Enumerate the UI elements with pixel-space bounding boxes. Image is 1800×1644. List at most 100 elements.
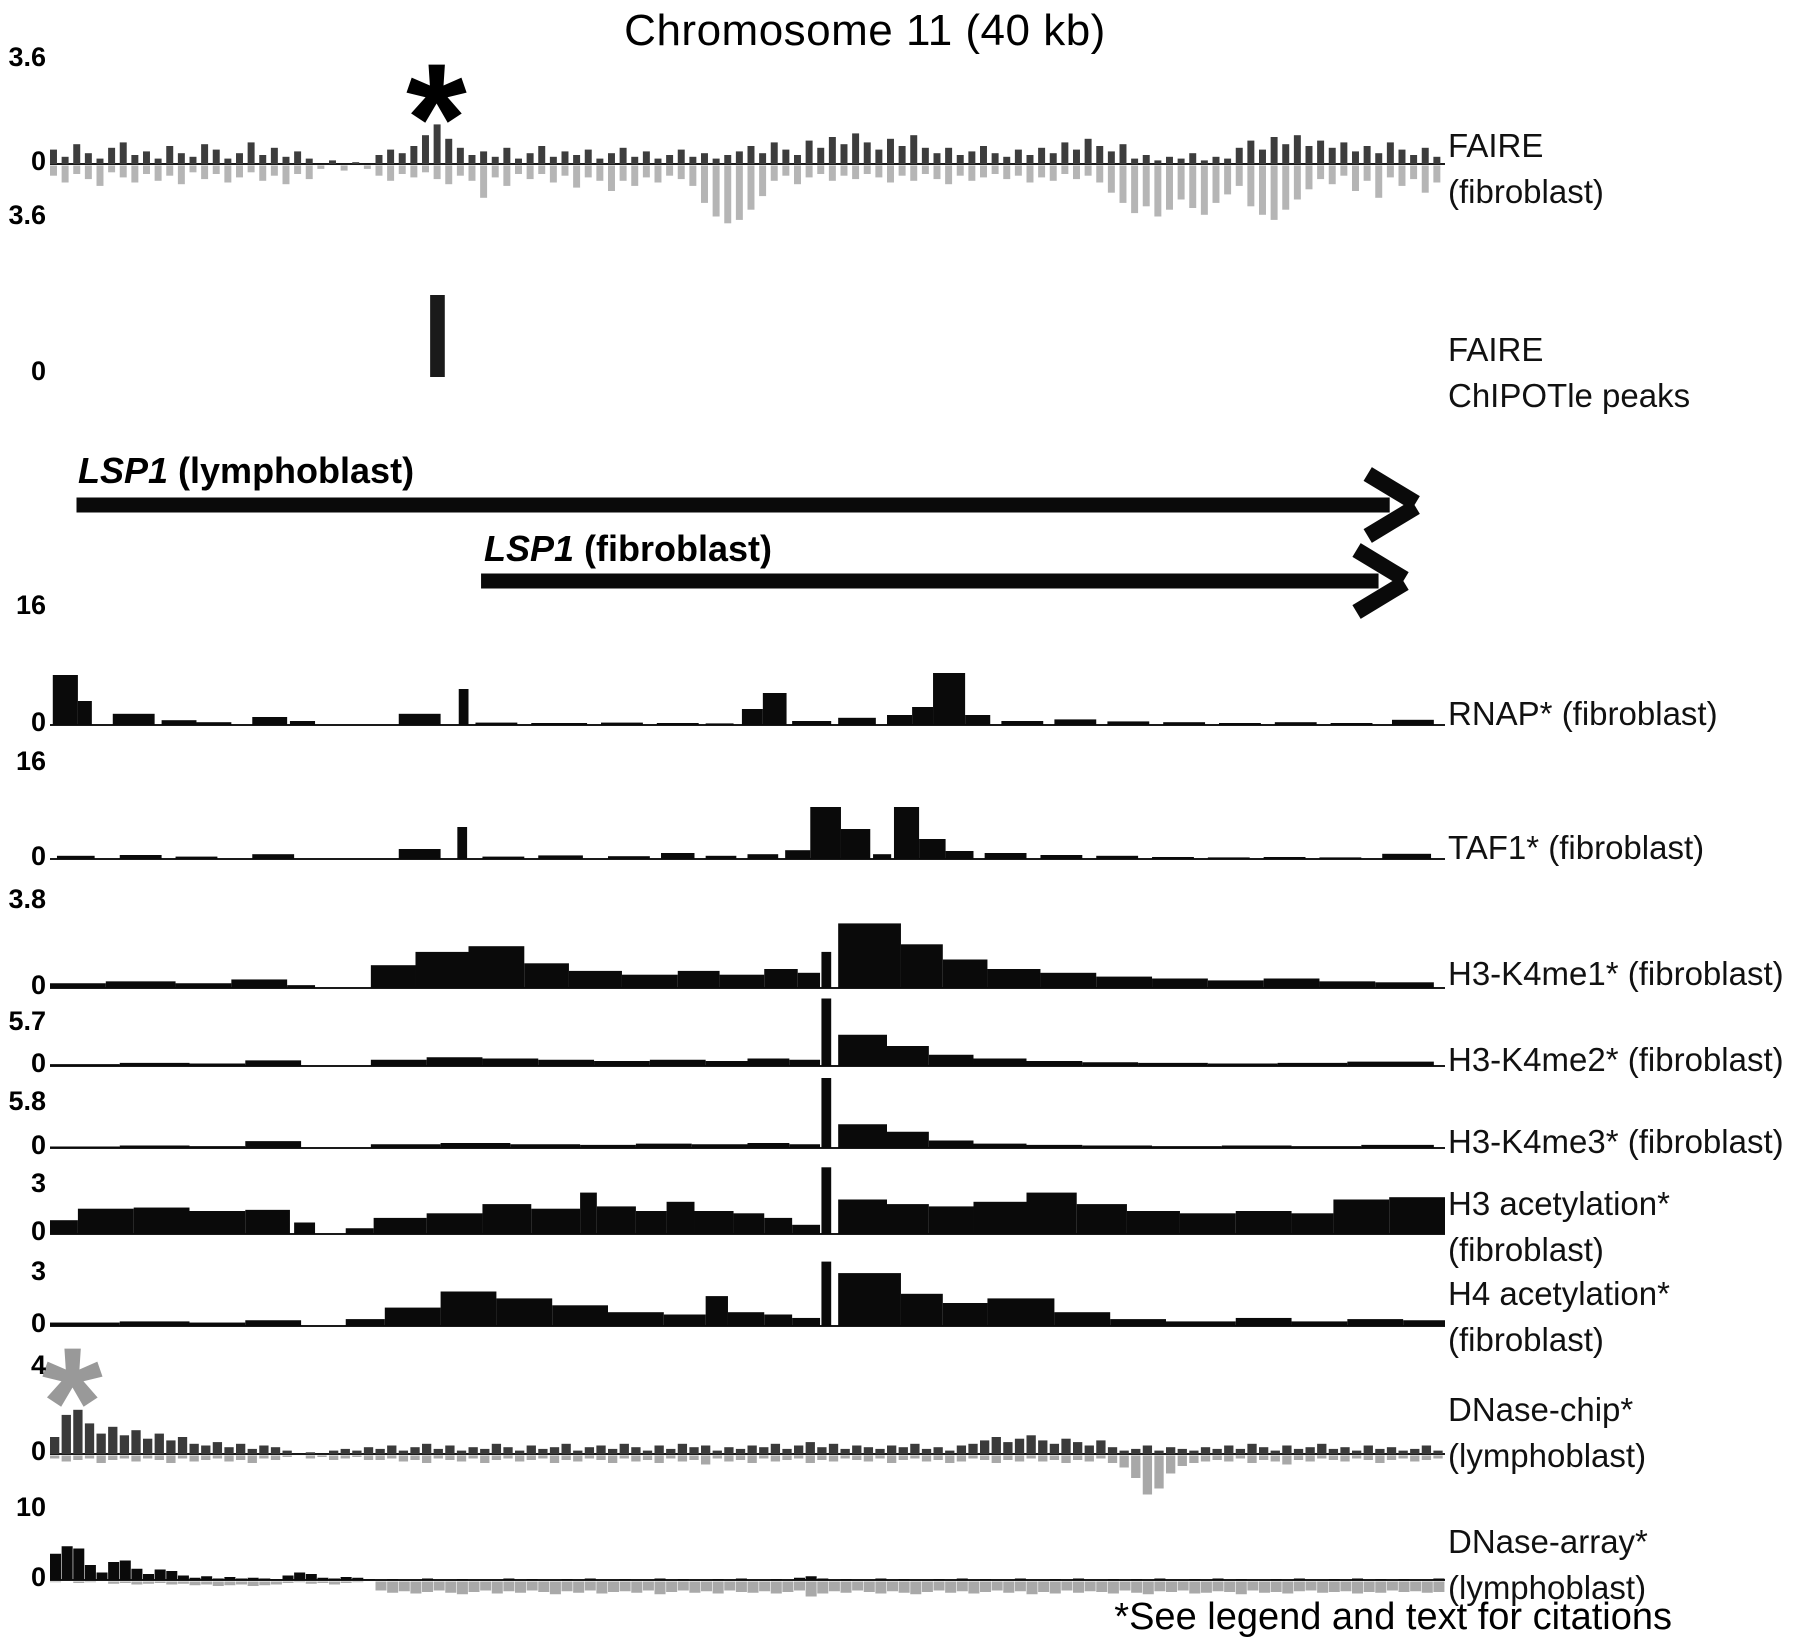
bar-up — [84, 1423, 95, 1454]
bar-up — [817, 147, 825, 164]
bar-up — [852, 133, 860, 164]
bar-segment — [1152, 1146, 1222, 1148]
bar-down — [782, 1455, 792, 1460]
bar-down — [1061, 1455, 1071, 1463]
bar-down — [1119, 165, 1127, 203]
bar-up — [108, 1562, 120, 1580]
bar-segment — [635, 1143, 692, 1148]
dnase-chip-lymphoblast-label-line: DNase-chip* — [1448, 1391, 1634, 1428]
bar-segment — [900, 1293, 943, 1326]
bar-down — [491, 165, 499, 178]
bar-segment — [663, 1314, 706, 1326]
bar-up — [549, 156, 557, 164]
bar-down — [875, 1581, 887, 1594]
bar-down — [1270, 165, 1278, 220]
bar-down — [1003, 1581, 1015, 1593]
bar-down — [1247, 1581, 1259, 1591]
bar-up — [1200, 160, 1208, 164]
h4ac-fibroblast-label-line: (fibroblast) — [1448, 1321, 1604, 1358]
bar-segment — [475, 722, 518, 725]
bar-down — [515, 165, 522, 174]
bar-up — [375, 155, 383, 164]
bar-segment — [810, 807, 841, 859]
bar-segment — [594, 1061, 650, 1066]
bar-segment — [133, 1207, 190, 1234]
bar-down — [1200, 1455, 1211, 1462]
bar-down — [131, 165, 139, 183]
bar-segment — [538, 1059, 595, 1066]
bar-down — [863, 1581, 875, 1592]
bar-down — [503, 165, 511, 186]
bar-down — [61, 1455, 71, 1462]
bar-up — [735, 1448, 746, 1454]
bar-segment — [1274, 722, 1317, 725]
bar-up — [968, 1443, 978, 1454]
bar-down — [1061, 1581, 1073, 1591]
bar-down — [608, 165, 615, 191]
bar-up — [247, 1448, 257, 1454]
bar-segment — [601, 722, 643, 725]
bar-down — [945, 1455, 955, 1463]
bar-up — [375, 1448, 385, 1454]
bar-up — [1328, 1579, 1340, 1580]
bar-segment — [440, 1291, 497, 1326]
bar-down — [817, 165, 825, 174]
bar-down — [422, 165, 429, 173]
h3k4me1-fibroblast-axis-zero: 0 — [30, 970, 46, 1000]
dnase-chip-lymphoblast-asterisk: * — [42, 1316, 103, 1490]
bar-up — [1038, 147, 1046, 164]
bar-down — [50, 165, 57, 176]
bar-up — [677, 149, 685, 164]
bar-segment — [608, 1312, 664, 1326]
bar-down — [538, 165, 546, 174]
bar-down — [1398, 165, 1406, 186]
bar-up — [119, 1560, 131, 1580]
bar-down — [375, 165, 383, 176]
bar-segment — [741, 709, 763, 725]
bar-down — [980, 1581, 992, 1592]
bar-down — [921, 165, 929, 174]
bar-up — [270, 1447, 281, 1454]
bar-up — [119, 1435, 130, 1454]
bar-segment — [785, 850, 811, 859]
bar-up — [1189, 1450, 1199, 1454]
bar-segment — [568, 970, 622, 988]
bar-down — [1200, 165, 1208, 215]
bar-up — [1328, 147, 1336, 164]
bar-down — [817, 1455, 827, 1460]
bar-down — [1421, 1581, 1433, 1593]
taf1-fibroblast-label-line: TAF1* (fibroblast) — [1448, 829, 1705, 866]
bar-down — [131, 1455, 141, 1462]
bar-segment — [426, 1057, 483, 1066]
bar-down — [724, 1581, 736, 1591]
bar-down — [1259, 1455, 1269, 1460]
bar-up — [991, 153, 999, 164]
bar-up — [584, 1578, 596, 1580]
bar-segment — [1179, 1213, 1236, 1234]
bar-down — [398, 1581, 410, 1592]
bar-down — [794, 1581, 806, 1591]
bar-segment — [1330, 723, 1373, 725]
bar-up — [422, 135, 429, 164]
bar-up — [329, 160, 336, 164]
bar-segment — [1291, 1321, 1348, 1326]
bar-segment — [596, 1206, 636, 1234]
bar-down — [108, 1581, 120, 1584]
bar-down — [1073, 1455, 1083, 1460]
bar-down — [817, 1581, 829, 1594]
bar-segment — [677, 970, 720, 988]
bar-up — [189, 1443, 199, 1454]
bar-segment — [1166, 1321, 1236, 1326]
bar-down — [1259, 165, 1266, 215]
bar-segment — [649, 1059, 706, 1066]
gene-arrow-shaft — [76, 497, 1390, 513]
bar-down — [1177, 1581, 1189, 1591]
bar-down — [224, 165, 232, 183]
bar-segment — [691, 1144, 748, 1148]
bar-up — [1096, 1440, 1106, 1454]
bar-down — [375, 1455, 385, 1460]
bar-up — [945, 147, 953, 164]
bar-down — [282, 1455, 292, 1457]
h3ac-fibroblast-track — [50, 1167, 1445, 1235]
bar-up — [561, 151, 569, 164]
